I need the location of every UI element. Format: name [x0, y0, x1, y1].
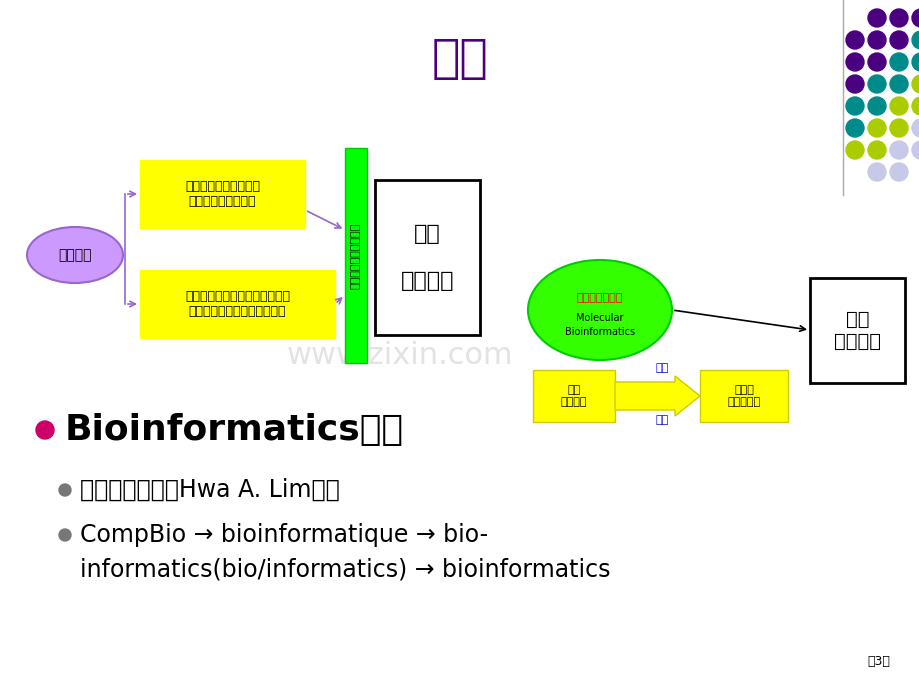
Text: 深层次
生物学知识: 深层次 生物学知识 — [727, 385, 760, 407]
Text: 定义: 定义 — [431, 37, 488, 83]
Circle shape — [867, 141, 885, 159]
Circle shape — [889, 9, 907, 27]
Text: 生命科学中的信息科学: 生命科学中的信息科学 — [351, 222, 360, 288]
Bar — [345, 148, 367, 363]
Circle shape — [911, 31, 919, 49]
Circle shape — [845, 141, 863, 159]
Text: 生物
分子数据: 生物 分子数据 — [561, 385, 586, 407]
Circle shape — [845, 31, 863, 49]
Bar — [140, 160, 305, 228]
Circle shape — [845, 97, 863, 115]
Text: 第3页: 第3页 — [867, 655, 889, 668]
Text: 获取: 获取 — [654, 363, 668, 373]
Circle shape — [889, 141, 907, 159]
Text: Molecular: Molecular — [575, 313, 623, 323]
Bar — [532, 370, 614, 422]
FancyArrow shape — [614, 376, 699, 416]
Circle shape — [911, 9, 919, 27]
Bar — [140, 270, 335, 338]
Circle shape — [911, 119, 919, 137]
Text: 生物体系和过程中信息
的存贮、传递和表达: 生物体系和过程中信息 的存贮、传递和表达 — [185, 180, 260, 208]
Circle shape — [889, 31, 907, 49]
Text: 分子生物信息学: 分子生物信息学 — [576, 293, 622, 303]
Text: 细胞、组织、器官的生理、病理
、药理过程的中各种生物信息: 细胞、组织、器官的生理、病理 、药理过程的中各种生物信息 — [185, 290, 289, 318]
Circle shape — [867, 53, 885, 71]
Text: 概念
（狭义）: 概念 （狭义） — [834, 310, 880, 351]
Circle shape — [911, 97, 919, 115]
Circle shape — [867, 31, 885, 49]
Text: 生物信息学之父Hwa A. Lim博士: 生物信息学之父Hwa A. Lim博士 — [80, 478, 339, 502]
Circle shape — [845, 119, 863, 137]
Bar — [809, 278, 904, 383]
Circle shape — [59, 484, 71, 496]
Circle shape — [911, 53, 919, 71]
Ellipse shape — [27, 227, 123, 283]
Circle shape — [867, 75, 885, 93]
Circle shape — [845, 75, 863, 93]
Text: informatics(bio/informatics) → bioinformatics: informatics(bio/informatics) → bioinform… — [80, 558, 610, 582]
Ellipse shape — [528, 260, 671, 360]
Text: 信息科学: 信息科学 — [58, 248, 92, 262]
Circle shape — [867, 119, 885, 137]
Circle shape — [889, 97, 907, 115]
Circle shape — [889, 53, 907, 71]
Circle shape — [867, 163, 885, 181]
Text: Bioinformatics: Bioinformatics — [564, 327, 634, 337]
Circle shape — [889, 75, 907, 93]
Circle shape — [889, 163, 907, 181]
Text: Bioinformatics由来: Bioinformatics由来 — [65, 413, 403, 447]
Circle shape — [59, 529, 71, 541]
Circle shape — [867, 9, 885, 27]
Circle shape — [911, 141, 919, 159]
Circle shape — [911, 75, 919, 93]
Circle shape — [867, 97, 885, 115]
Text: www.zixin.com: www.zixin.com — [287, 340, 513, 370]
Text: 挖掘: 挖掘 — [654, 415, 668, 425]
Circle shape — [845, 53, 863, 71]
Bar — [699, 370, 788, 422]
Text: 概念

（广义）: 概念 （广义） — [401, 224, 454, 290]
Circle shape — [889, 119, 907, 137]
Text: CompBio → bioinformatique → bio-: CompBio → bioinformatique → bio- — [80, 523, 488, 547]
Circle shape — [36, 421, 54, 439]
Bar — [375, 180, 480, 335]
